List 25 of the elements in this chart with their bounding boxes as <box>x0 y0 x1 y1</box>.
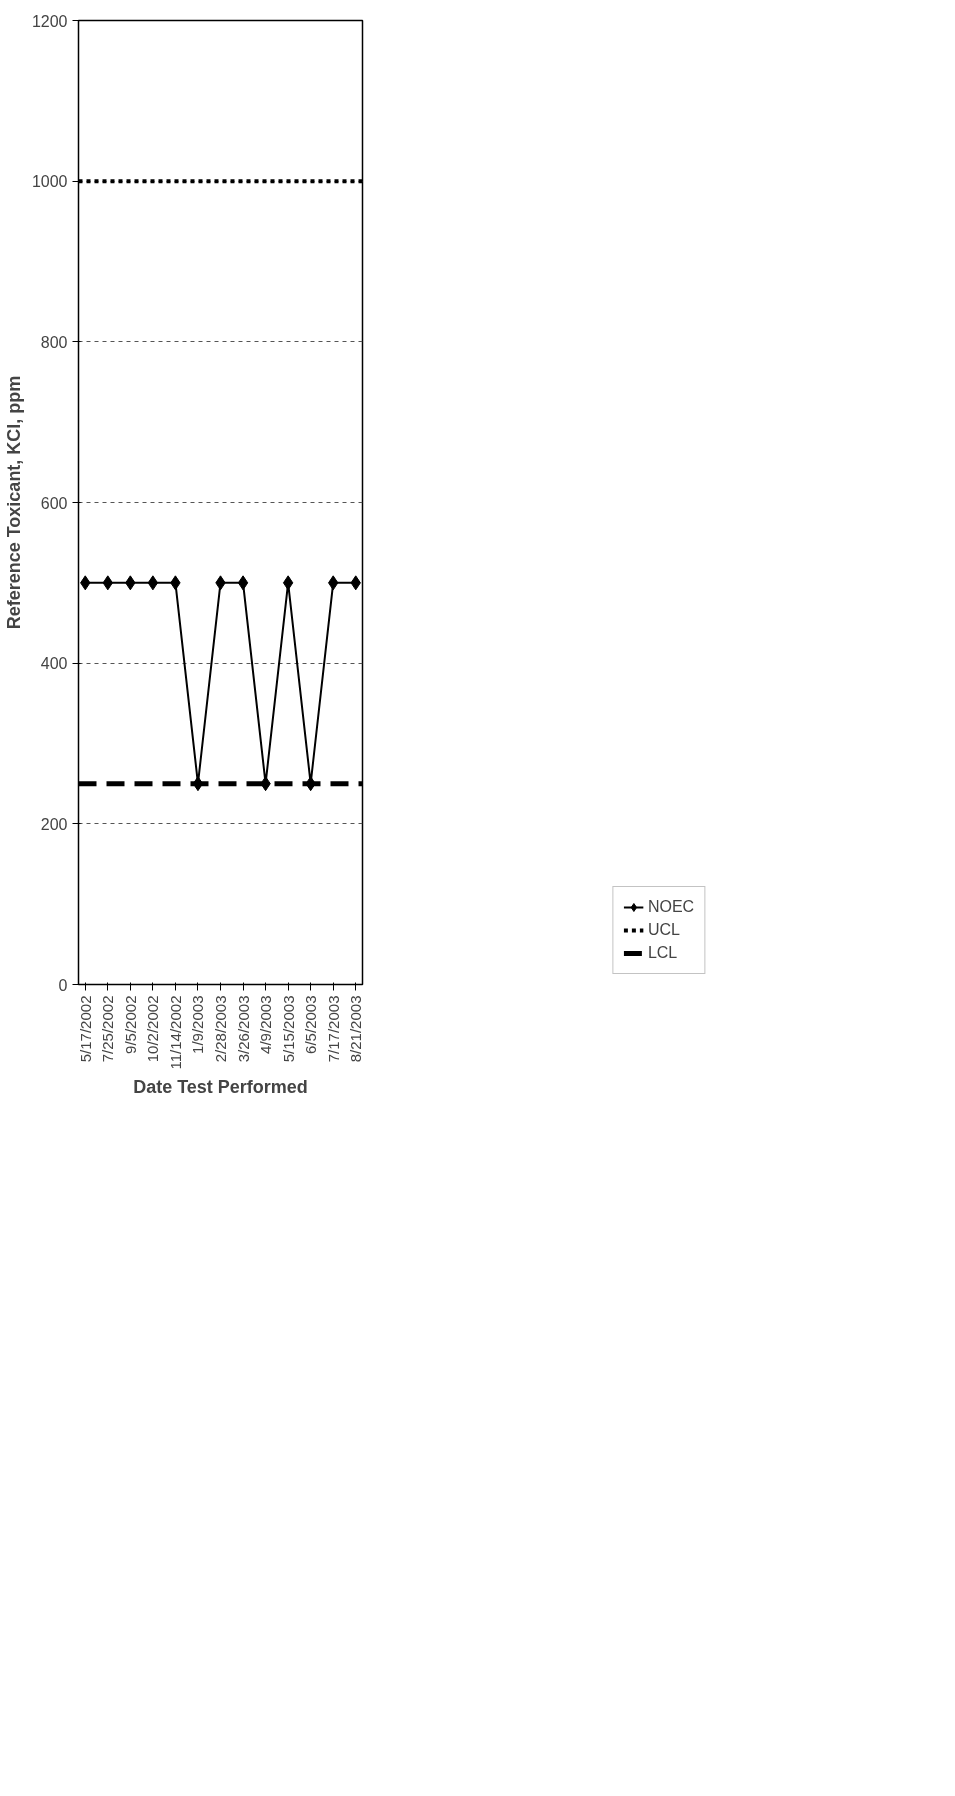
y-tick-label: 600 <box>40 494 68 512</box>
x-tick-label: 8/21/2003 <box>347 995 365 1063</box>
y-tick-label: 0 <box>58 976 68 994</box>
x-axis-title: Date Test Performed <box>133 1077 308 1098</box>
x-tick-label: 2/28/2003 <box>212 995 229 1063</box>
legend-label: NOEC <box>647 898 695 916</box>
legend-label: UCL <box>647 921 680 939</box>
x-tick-label: 9/5/2002 <box>121 995 139 1054</box>
y-tick-label: 400 <box>40 655 68 673</box>
x-tick-label: 5/17/2002 <box>76 995 94 1063</box>
x-tick-label: 11/14/2002 <box>166 995 184 1070</box>
y-tick-label: 1200 <box>31 12 68 30</box>
x-tick-label: 3/26/2003 <box>234 995 252 1063</box>
x-tick-label: 7/25/2002 <box>99 995 117 1063</box>
x-tick-label: 1/9/2003 <box>189 995 207 1054</box>
x-tick-label: 4/9/2003 <box>257 995 275 1054</box>
x-tick-label: 6/5/2003 <box>302 995 320 1054</box>
y-axis-title: Reference Toxicant, KCl, ppm <box>3 375 24 630</box>
x-tick-label: 10/2/2002 <box>144 995 162 1063</box>
x-tick-label: 5/15/2003 <box>279 995 297 1063</box>
y-tick-label: 200 <box>40 815 68 833</box>
y-tick-label: 1000 <box>31 173 68 191</box>
y-tick-label: 800 <box>40 333 68 351</box>
legend-label: LCL <box>647 944 678 962</box>
x-tick-label: 7/17/2003 <box>324 995 342 1063</box>
